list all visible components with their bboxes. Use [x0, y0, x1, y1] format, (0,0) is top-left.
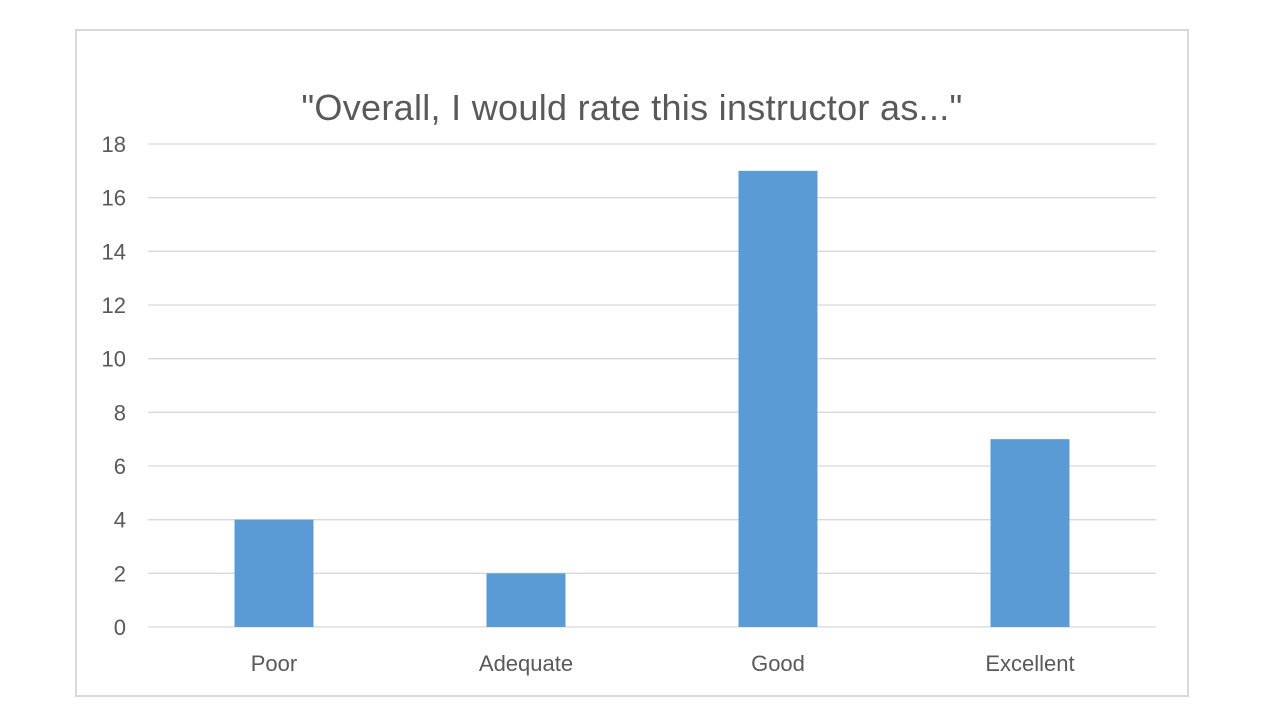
bar-excellent — [990, 439, 1070, 627]
y-tick-label: 0 — [114, 615, 126, 640]
y-tick-label: 8 — [114, 400, 126, 425]
bars — [234, 170, 1070, 628]
x-category-label: Excellent — [985, 651, 1074, 676]
y-tick-label: 14 — [102, 239, 126, 264]
bar-good — [738, 170, 818, 628]
bar-adequate — [486, 573, 566, 627]
x-category-label: Poor — [251, 651, 297, 676]
x-category-label: Good — [751, 651, 805, 676]
y-tick-label: 18 — [102, 132, 126, 157]
y-tick-label: 4 — [114, 508, 126, 533]
chart-title: "Overall, I would rate this instructor a… — [301, 87, 963, 128]
x-axis-category-labels: Poor Adequate Good Excellent — [251, 651, 1075, 676]
y-tick-label: 2 — [114, 561, 126, 586]
y-tick-label: 16 — [102, 186, 126, 211]
y-tick-label: 6 — [114, 454, 126, 479]
gridlines — [148, 143, 1156, 628]
bar-poor — [234, 519, 314, 627]
x-category-label: Adequate — [479, 651, 573, 676]
y-tick-label: 12 — [102, 293, 126, 318]
y-tick-label: 10 — [102, 347, 126, 372]
y-axis-tick-labels: 0 2 4 6 8 10 12 14 16 18 — [102, 132, 126, 640]
